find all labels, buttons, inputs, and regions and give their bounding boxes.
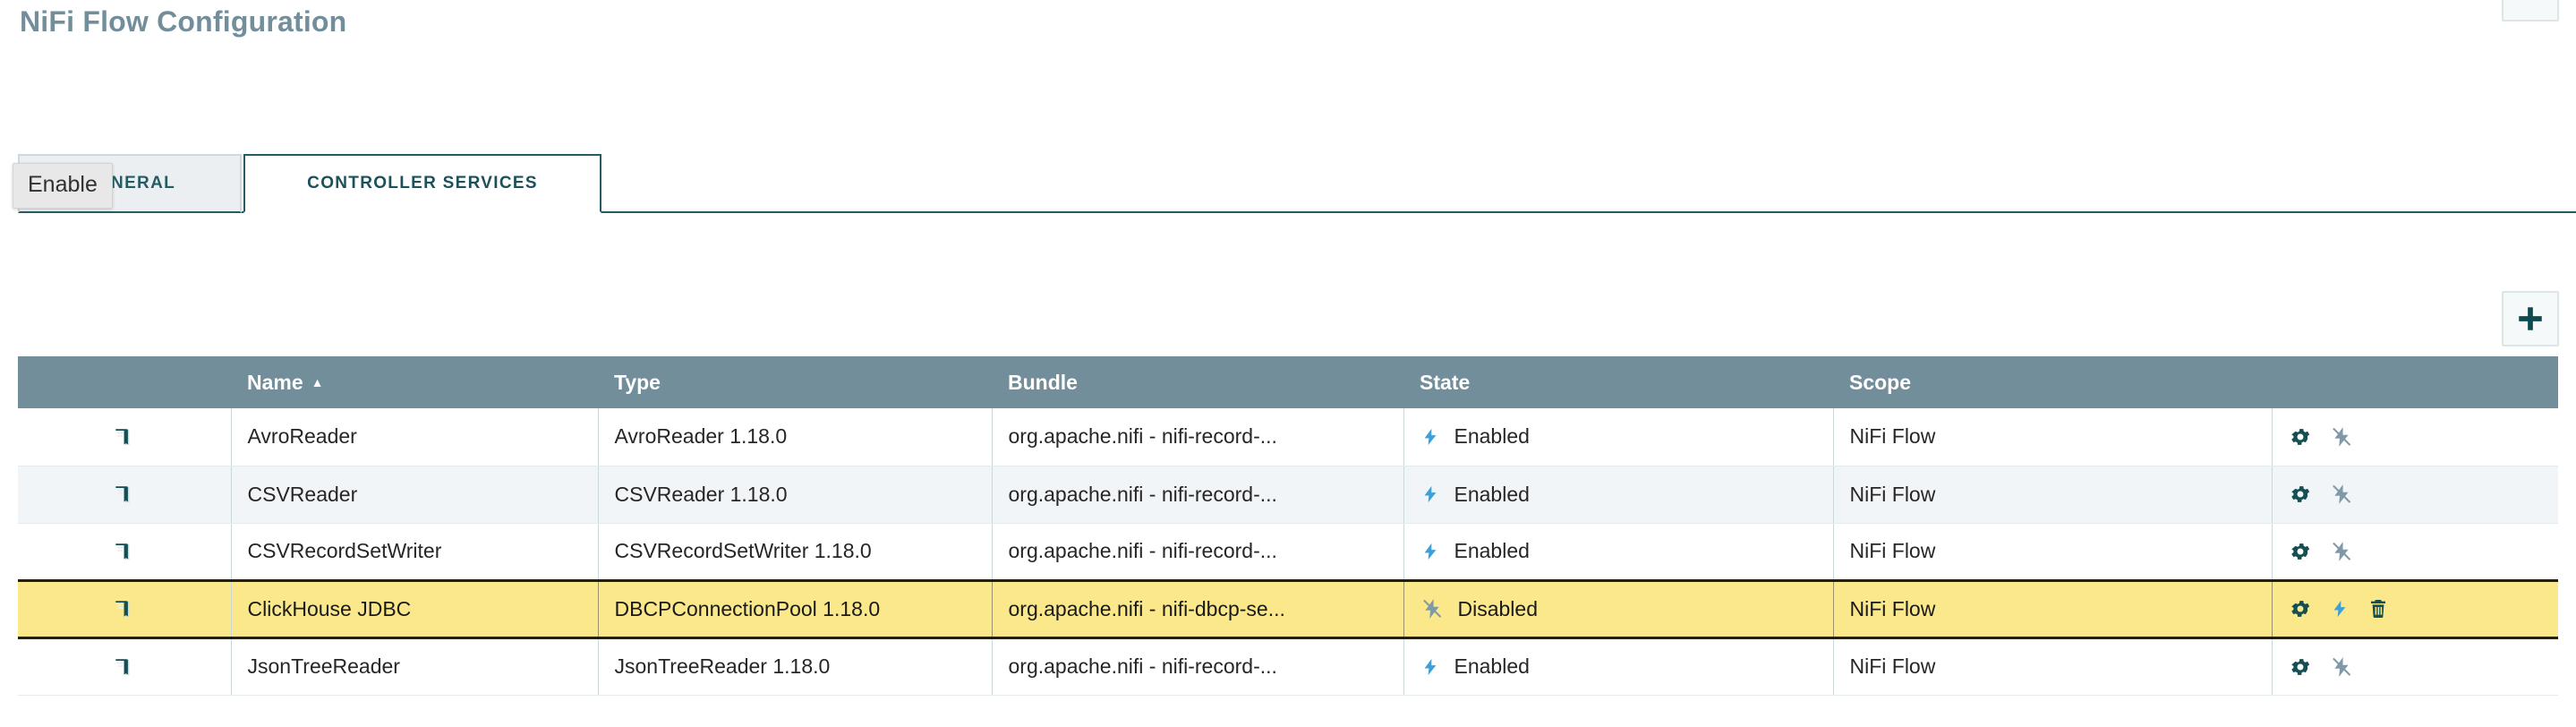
column-header-type-label: Type bbox=[614, 370, 661, 394]
cell-state: Enabled bbox=[1403, 408, 1834, 466]
book-icon[interactable] bbox=[113, 598, 136, 621]
column-header-bundle-label: Bundle bbox=[1008, 370, 1078, 394]
plus-icon bbox=[2515, 304, 2546, 334]
tab-bar: GENERAL CONTROLLER SERVICES bbox=[0, 154, 2576, 213]
cell-name: AvroReader bbox=[231, 408, 599, 466]
cell-documentation[interactable] bbox=[18, 578, 232, 639]
gear-icon[interactable] bbox=[2289, 540, 2312, 563]
trash-icon[interactable] bbox=[2367, 597, 2389, 620]
cell-state: Enabled bbox=[1403, 523, 1834, 581]
gear-icon[interactable] bbox=[2289, 597, 2312, 620]
cell-scope: NiFi Flow bbox=[1833, 523, 2273, 581]
cell-documentation[interactable] bbox=[18, 466, 232, 524]
book-icon[interactable] bbox=[113, 426, 136, 449]
tab-controller-services-label: CONTROLLER SERVICES bbox=[307, 174, 538, 192]
book-icon[interactable] bbox=[113, 541, 136, 564]
bolt-slash-icon[interactable] bbox=[2330, 425, 2353, 449]
bolt-icon[interactable] bbox=[2330, 597, 2350, 620]
column-header-scope-label: Scope bbox=[1849, 370, 1912, 394]
cell-scope: NiFi Flow bbox=[1833, 466, 2273, 524]
bolt-icon bbox=[1420, 655, 1440, 679]
bolt-slash-icon[interactable] bbox=[2330, 483, 2353, 506]
table-row[interactable]: AvroReader AvroReader 1.18.0 org.apache.ni… bbox=[18, 408, 2558, 466]
controller-services-table: Name ▲ Type Bundle State Scope bbox=[18, 356, 2558, 696]
cell-documentation[interactable] bbox=[18, 523, 232, 581]
gear-icon[interactable] bbox=[2289, 483, 2312, 506]
controller-services-table-wrap: Name ▲ Type Bundle State Scope bbox=[18, 356, 2558, 696]
tab-controller-services[interactable]: CONTROLLER SERVICES bbox=[243, 154, 601, 213]
cell-scope: NiFi Flow bbox=[1833, 637, 2273, 696]
bolt-icon bbox=[1420, 425, 1440, 449]
column-header-actions bbox=[2272, 356, 2558, 408]
gear-icon[interactable] bbox=[2289, 655, 2312, 679]
cell-type: AvroReader 1.18.0 bbox=[598, 408, 993, 466]
page-title: NiFi Flow Configuration bbox=[20, 5, 347, 38]
add-controller-service-button[interactable] bbox=[2502, 291, 2559, 346]
cell-actions bbox=[2272, 523, 2558, 581]
cell-name: CSVReader bbox=[231, 466, 599, 524]
cell-bundle: org.apache.nifi - nifi-dbcp-se... bbox=[992, 578, 1404, 639]
column-header-state-label: State bbox=[1420, 370, 1471, 394]
cell-actions bbox=[2272, 466, 2558, 524]
cell-actions bbox=[2272, 637, 2558, 696]
book-icon[interactable] bbox=[113, 483, 136, 507]
cell-bundle: org.apache.nifi - nifi-record-... bbox=[992, 466, 1404, 524]
cell-scope: NiFi Flow bbox=[1833, 578, 2273, 639]
table-row[interactable]: CSVRecordSetWriter CSVRecordSetWriter 1.1… bbox=[18, 523, 2558, 581]
bolt-icon bbox=[1420, 540, 1440, 563]
bolt-slash-icon[interactable] bbox=[2330, 540, 2353, 563]
cell-type: CSVReader 1.18.0 bbox=[598, 466, 993, 524]
cell-state: Enabled bbox=[1403, 637, 1834, 696]
table-header: Name ▲ Type Bundle State Scope bbox=[18, 356, 2558, 408]
gear-icon[interactable] bbox=[2289, 425, 2312, 449]
cell-name: CSVRecordSetWriter bbox=[231, 523, 599, 581]
table-row[interactable]: ClickHouse JDBC DBCPConnectionPool 1.18.0… bbox=[18, 578, 2558, 639]
column-header-name[interactable]: Name ▲ bbox=[231, 356, 598, 408]
cell-actions bbox=[2272, 578, 2558, 639]
table-header-row: Name ▲ Type Bundle State Scope bbox=[18, 356, 2558, 408]
cell-scope: NiFi Flow bbox=[1833, 408, 2273, 466]
cell-bundle: org.apache.nifi - nifi-record-... bbox=[992, 637, 1404, 696]
enable-tooltip: Enable bbox=[13, 163, 113, 209]
book-icon[interactable] bbox=[113, 656, 136, 680]
window-control-button[interactable] bbox=[2502, 0, 2559, 21]
cell-state: Disabled bbox=[1403, 578, 1834, 639]
bolt-icon bbox=[1420, 483, 1440, 506]
column-header-type[interactable]: Type bbox=[598, 356, 992, 408]
cell-type: JsonTreeReader 1.18.0 bbox=[598, 637, 993, 696]
state-label: Enabled bbox=[1454, 539, 1530, 562]
cell-actions bbox=[2272, 408, 2558, 466]
cell-bundle: org.apache.nifi - nifi-record-... bbox=[992, 523, 1404, 581]
column-header-name-label: Name bbox=[247, 370, 303, 394]
cell-name: ClickHouse JDBC bbox=[231, 578, 599, 639]
cell-state: Enabled bbox=[1403, 466, 1834, 524]
state-label: Enabled bbox=[1454, 654, 1530, 678]
column-header-state[interactable]: State bbox=[1403, 356, 1833, 408]
table-body: AvroReader AvroReader 1.18.0 org.apache.ni… bbox=[18, 408, 2558, 696]
state-label: Disabled bbox=[1457, 596, 1539, 620]
cell-documentation[interactable] bbox=[18, 408, 232, 466]
cell-type: CSVRecordSetWriter 1.18.0 bbox=[598, 523, 993, 581]
state-label: Enabled bbox=[1454, 424, 1530, 449]
bolt-slash-icon bbox=[1420, 597, 1444, 620]
state-label: Enabled bbox=[1454, 482, 1530, 506]
cell-documentation[interactable] bbox=[18, 637, 232, 696]
column-header-doc[interactable] bbox=[18, 356, 231, 408]
table-row[interactable]: JsonTreeReader JsonTreeReader 1.18.0 org.a… bbox=[18, 637, 2558, 696]
bolt-slash-icon[interactable] bbox=[2330, 655, 2353, 679]
column-header-bundle[interactable]: Bundle bbox=[992, 356, 1403, 408]
cell-type: DBCPConnectionPool 1.18.0 bbox=[598, 578, 993, 639]
sort-ascending-icon: ▲ bbox=[311, 374, 324, 389]
column-header-scope[interactable]: Scope bbox=[1833, 356, 2272, 408]
cell-name: JsonTreeReader bbox=[231, 637, 599, 696]
cell-bundle: org.apache.nifi - nifi-record-... bbox=[992, 408, 1404, 466]
tab-underline bbox=[18, 211, 2576, 213]
table-row[interactable]: CSVReader CSVReader 1.18.0 org.apache.nifi… bbox=[18, 466, 2558, 524]
